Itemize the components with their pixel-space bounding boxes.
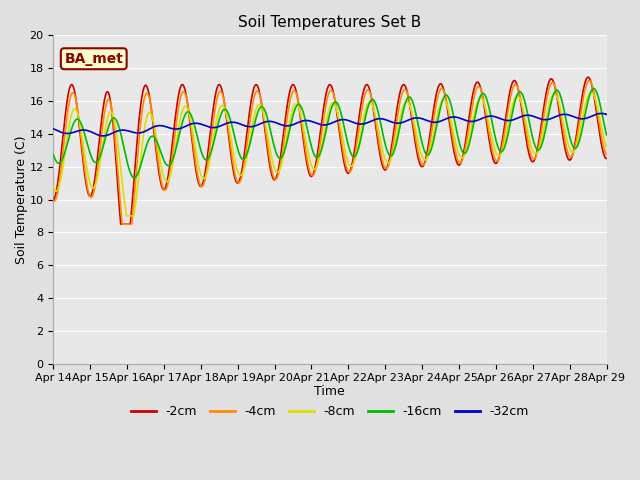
Legend: -2cm, -4cm, -8cm, -16cm, -32cm: -2cm, -4cm, -8cm, -16cm, -32cm (125, 400, 534, 423)
Text: BA_met: BA_met (64, 52, 123, 66)
Y-axis label: Soil Temperature (C): Soil Temperature (C) (15, 135, 28, 264)
X-axis label: Time: Time (314, 385, 345, 398)
Title: Soil Temperatures Set B: Soil Temperatures Set B (238, 15, 422, 30)
